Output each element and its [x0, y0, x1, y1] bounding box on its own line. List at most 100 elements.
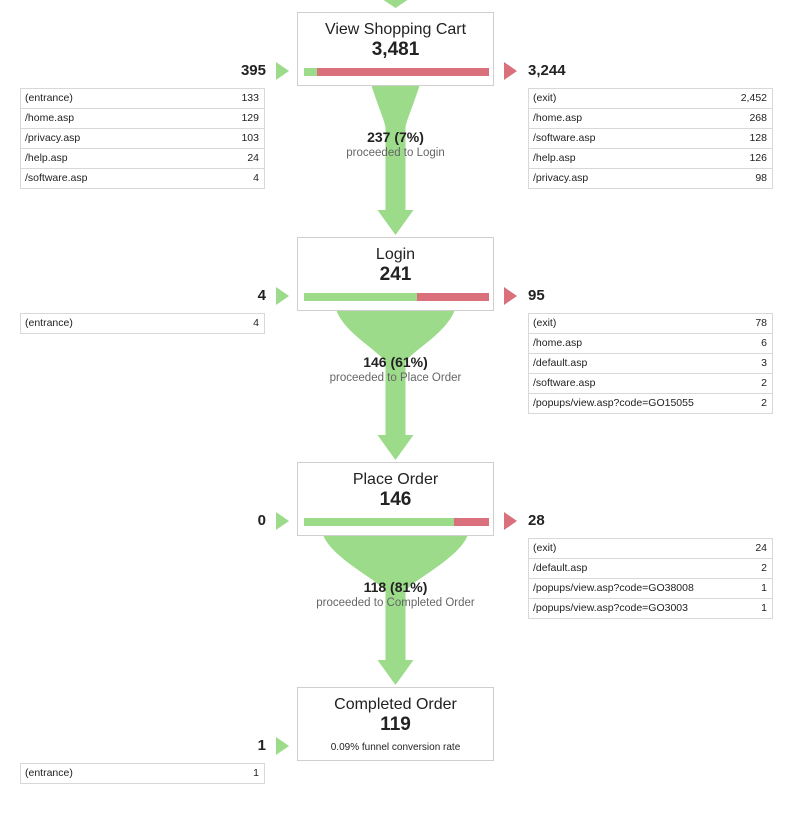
proceeded-label: 146 (61%) proceeded to Place Order: [296, 353, 496, 386]
destination-page: /privacy.asp: [533, 172, 589, 184]
step-count: 3,481: [371, 39, 420, 60]
source-count: 4: [253, 317, 259, 329]
funnel-step-box: Completed Order 119 0.09% funnel conversio…: [297, 687, 494, 761]
destination-page: /default.asp: [533, 562, 588, 574]
proceeded-description: proceeded to Place Order: [329, 372, 462, 384]
exit-arrow: [504, 287, 517, 305]
entry-arrow: [276, 737, 289, 755]
source-page: /privacy.asp: [25, 132, 81, 144]
destination-page: /popups/view.asp?code=GO38008: [533, 582, 694, 594]
entries-count: 4: [257, 287, 266, 304]
step-count: 146: [379, 489, 412, 510]
destination-page: (exit): [533, 317, 557, 329]
step-progress-bar: [304, 293, 489, 301]
destination-count: 24: [755, 542, 767, 554]
destination-count: 2: [761, 377, 767, 389]
entry-arrow: [276, 62, 289, 80]
destination-count: 98: [755, 172, 767, 184]
proceeded-description: proceeded to Login: [346, 147, 445, 159]
funnel-step-box: Place Order 146: [297, 462, 494, 536]
destination-count: 1: [761, 602, 767, 614]
source-page: /home.asp: [25, 112, 75, 124]
source-count: 4: [253, 172, 259, 184]
source-page: (entrance): [25, 767, 73, 779]
destination-count: 78: [755, 317, 767, 329]
proceeded-value: 237 (7%): [367, 129, 424, 145]
destination-count: 1: [761, 582, 767, 594]
destination-count: 268: [749, 112, 767, 124]
table-row: /home.asp 268: [529, 109, 772, 129]
source-count: 24: [247, 152, 259, 164]
entries-count: 1: [257, 737, 266, 754]
destination-count: 6: [761, 337, 767, 349]
proceeded-description: proceeded to Completed Order: [316, 597, 475, 609]
continue-flow-shape: [370, 84, 421, 235]
table-row: (exit) 24: [529, 539, 772, 559]
destination-page: /popups/view.asp?code=GO3003: [533, 602, 688, 614]
table-row: /popups/view.asp?code=GO38008 1: [529, 579, 772, 599]
funnel-step-box: Login 241: [297, 237, 494, 311]
table-row: (exit) 2,452: [529, 89, 772, 109]
step-title: Login: [375, 246, 416, 263]
step-title: View Shopping Cart: [324, 21, 467, 38]
table-row: /popups/view.asp?code=GO15055 2: [529, 394, 772, 414]
exit-destinations-table: (exit) 24/default.asp 2/popups/view.asp?co…: [528, 538, 773, 619]
destination-count: 126: [749, 152, 767, 164]
exit-arrow: [504, 512, 517, 530]
destination-page: /home.asp: [533, 112, 583, 124]
step-title: Place Order: [352, 471, 439, 488]
destination-count: 2: [761, 562, 767, 574]
continue-flow-shape: [335, 309, 456, 460]
funnel-step-box: View Shopping Cart 3,481: [297, 12, 494, 86]
source-count: 133: [241, 92, 259, 104]
source-page: (entrance): [25, 92, 73, 104]
exit-arrow: [504, 62, 517, 80]
destination-page: /software.asp: [533, 377, 596, 389]
destination-page: /home.asp: [533, 337, 583, 349]
destination-count: 2,452: [740, 92, 767, 104]
source-count: 103: [241, 132, 259, 144]
table-row: /default.asp 3: [529, 354, 772, 374]
exits-count: 3,244: [528, 62, 566, 79]
exits-count: 28: [528, 512, 545, 529]
table-row: /home.asp 129: [21, 109, 264, 129]
step-progress-continue: [304, 293, 417, 301]
table-row: (entrance) 133: [21, 89, 264, 109]
destination-count: 128: [749, 132, 767, 144]
destination-page: /default.asp: [533, 357, 588, 369]
table-row: (entrance) 4: [21, 314, 264, 334]
table-row: /software.asp 128: [529, 129, 772, 149]
destination-page: /popups/view.asp?code=GO15055: [533, 397, 694, 409]
table-row: /help.asp 24: [21, 149, 264, 169]
proceeded-label: 118 (81%) proceeded to Completed Order: [296, 578, 496, 611]
destination-count: 2: [761, 397, 767, 409]
destination-page: (exit): [533, 542, 557, 554]
conversion-rate: 0.09% funnel conversion rate: [330, 742, 461, 753]
destination-page: (exit): [533, 92, 557, 104]
source-page: (entrance): [25, 317, 73, 329]
entry-arrow: [276, 287, 289, 305]
table-row: /privacy.asp 103: [21, 129, 264, 149]
step-title: Completed Order: [334, 696, 457, 713]
proceeded-value: 118 (81%): [363, 579, 428, 595]
table-row: /popups/view.asp?code=GO3003 1: [529, 599, 772, 619]
entries-count: 395: [240, 62, 266, 79]
incoming-arrow: [383, 0, 408, 8]
entry-sources-table: (entrance) 133/home.asp 129/privacy.asp 103…: [20, 88, 265, 189]
destination-page: /help.asp: [533, 152, 576, 164]
source-page: /software.asp: [25, 172, 88, 184]
step-count: 119: [380, 714, 411, 735]
source-page: /help.asp: [25, 152, 68, 164]
proceeded-label: 237 (7%) proceeded to Login: [296, 128, 496, 161]
step-count: 241: [379, 264, 412, 285]
entry-arrow: [276, 512, 289, 530]
step-progress-continue: [304, 68, 317, 76]
entries-count: 0: [257, 512, 266, 529]
table-row: /privacy.asp 98: [529, 169, 772, 189]
source-count: 1: [253, 767, 259, 779]
entry-sources-table: (entrance) 4: [20, 313, 265, 334]
table-row: /home.asp 6: [529, 334, 772, 354]
destination-count: 3: [761, 357, 767, 369]
